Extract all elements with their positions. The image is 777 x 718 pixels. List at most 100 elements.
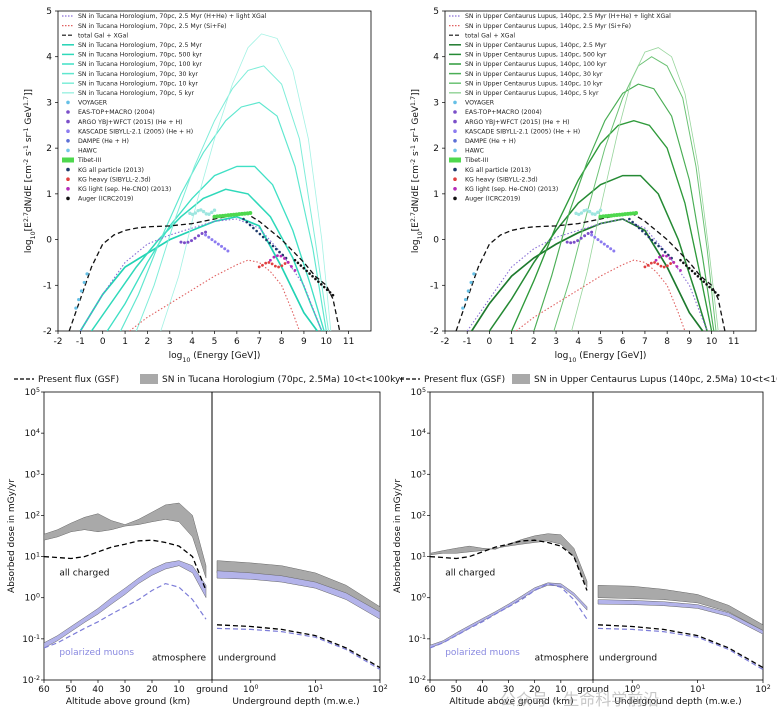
auger-marker [317, 280, 320, 283]
voyager-marker [461, 306, 465, 310]
kg-heavy-marker [646, 263, 650, 267]
x-tick-label: 9 [301, 337, 307, 347]
series-line [510, 120, 713, 331]
legend-marker [66, 139, 70, 143]
kg-all-marker [647, 235, 651, 239]
legend-marker [453, 167, 457, 172]
x-tick-label: 10 [555, 685, 567, 695]
present-flux-muons [44, 582, 207, 649]
x-tick-label: 8 [279, 337, 285, 347]
kg-heavy-marker [270, 262, 274, 266]
series-line [470, 218, 704, 331]
sn-band-muons-altitude [44, 560, 207, 649]
y-tick-label: 105 [411, 387, 426, 399]
x-tick-label: 101 [308, 684, 323, 696]
kg-all-marker [631, 220, 634, 224]
kascade-marker [204, 233, 208, 237]
auger-marker [690, 269, 694, 273]
hawc-marker [201, 209, 206, 214]
argo-marker [186, 240, 190, 244]
x-tick-label: 5 [212, 337, 218, 347]
present-flux-muons-underground [597, 627, 763, 671]
legend-marker [66, 167, 70, 172]
series-line [553, 56, 717, 331]
kascade-marker [223, 247, 227, 251]
y-tick-label: 101 [411, 551, 426, 563]
x-tick-label: 1 [122, 337, 128, 347]
hawc-marker [598, 208, 603, 212]
legend-label: HAWC [465, 148, 484, 155]
kg-heavy-marker [264, 261, 268, 265]
x-tick-label: 3 [167, 337, 173, 347]
y-tick-label: 10-1 [22, 633, 40, 645]
hawc-marker [574, 211, 578, 216]
legend-label: Auger (ICRC2019) [465, 196, 520, 203]
x-tick-label: 20 [529, 685, 541, 695]
legend-marker [449, 157, 461, 163]
legend-label: HAWC [78, 148, 97, 155]
kg-all-marker [258, 232, 262, 236]
y-tick-label: 1 [46, 190, 52, 200]
legend-label: Present flux (GSF) [38, 375, 119, 385]
kg-light-marker [668, 257, 672, 260]
x-tick-label: 50 [450, 685, 462, 695]
kascade-marker [226, 249, 230, 253]
x-tick-label: 6 [620, 337, 626, 347]
voyager-marker [466, 289, 470, 293]
y-tick-label: 103 [411, 469, 426, 481]
y-tick-label: 104 [25, 428, 40, 440]
series-line-total [68, 213, 341, 331]
kascade-marker [599, 240, 603, 244]
voyager-marker [463, 297, 468, 302]
voyager-marker [77, 297, 81, 302]
legend-label: VOYAGER [465, 100, 495, 107]
legend-marker [66, 187, 70, 191]
kg-all-marker [660, 247, 664, 251]
legend-marker [453, 139, 457, 143]
y-axis-label: Absorbed dose in mGy/yr [7, 479, 17, 593]
annotation-polarized-muons: polarized muons [445, 648, 520, 658]
plot-area [44, 502, 380, 671]
legend-label: KASCADE SIBYLL-2.1 (2005) (He + H) [465, 128, 580, 135]
annotation-all-charged: all charged [59, 568, 109, 578]
present-flux-charged-underground [216, 624, 380, 669]
x-tick-label: 20 [146, 685, 158, 695]
series-line [135, 65, 329, 331]
hawc-marker [210, 210, 214, 215]
legend-marker [453, 129, 457, 133]
auger-marker [302, 266, 306, 270]
hawc-marker [193, 211, 198, 215]
y-tick-label: 100 [25, 592, 40, 604]
x-tick-label: 11 [728, 337, 739, 347]
x-tick-label: 101 [690, 684, 705, 696]
x-tick-label: 2 [145, 337, 151, 347]
kg-light-marker [679, 268, 682, 272]
plot-area [455, 47, 726, 331]
auger-marker [711, 288, 714, 292]
auger-marker [679, 258, 682, 262]
kg-all-marker [657, 244, 660, 248]
auger-marker [296, 261, 300, 265]
legend-label: KG all particle (2013) [78, 167, 144, 174]
hawc-marker [188, 211, 192, 216]
legend-label: VOYAGER [78, 100, 108, 107]
x-tick-label: 10 [173, 685, 185, 695]
argo-marker [182, 241, 186, 245]
y-tick-label: -2 [430, 327, 439, 337]
legend-label: SN in Tucana Horologium, 70pc, 2.5 Myr (… [78, 13, 267, 20]
y-tick-label: 1 [433, 190, 439, 200]
auger-marker [311, 274, 314, 278]
kg-all-marker [274, 247, 278, 251]
argo-marker [193, 236, 197, 240]
kg-heavy-marker [280, 264, 284, 268]
dose-panel-bottom-right: Present flux (GSF) SN in Upper Centaurus … [393, 374, 777, 707]
kg-heavy-marker [662, 265, 666, 269]
x-tick-label: 7 [642, 337, 648, 347]
kascade-marker [609, 247, 613, 251]
x-tick-label: 10 [321, 337, 333, 347]
series-line-hhe [466, 218, 708, 331]
kg-heavy-marker [659, 264, 663, 268]
legend-label: SN in Tucana Horologium, 70pc, 10 kyr [78, 80, 198, 87]
annotation-atmosphere: atmosphere [535, 653, 589, 663]
